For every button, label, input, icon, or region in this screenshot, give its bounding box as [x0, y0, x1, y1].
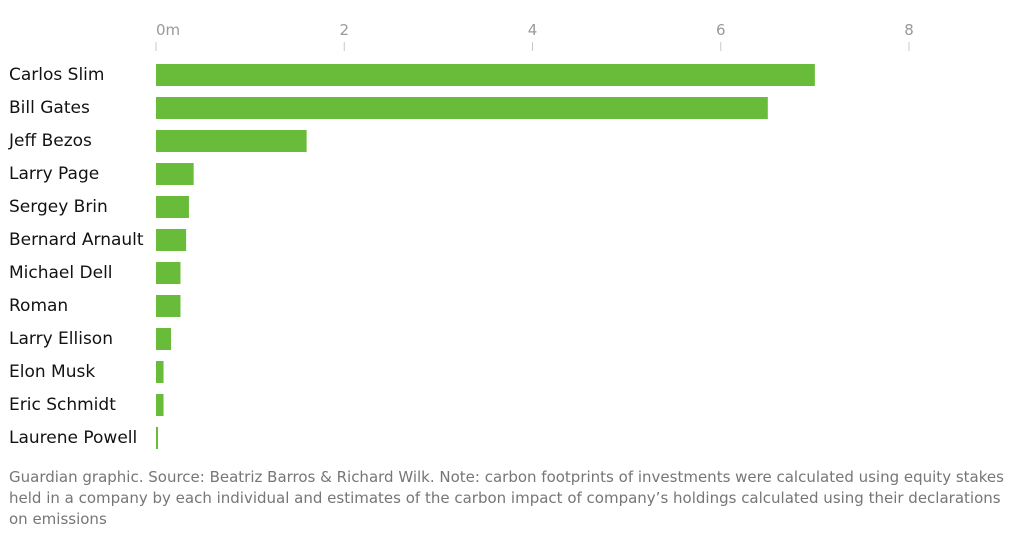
x-tick-label: 6	[716, 21, 726, 39]
category-label: Eric Schmidt	[9, 395, 116, 415]
category-label: Roman	[9, 296, 68, 316]
bar	[156, 262, 181, 284]
category-label: Larry Page	[9, 164, 99, 184]
bar	[156, 394, 164, 416]
bar-chart: 0m 2 4 6 8 Carlos Slim Bill Gates Jeff Bezos La…	[8, 21, 914, 449]
category-labels: Carlos Slim Bill Gates Jeff Bezos Larry Pag…	[8, 65, 144, 448]
bar	[156, 163, 194, 185]
category-label: Elon Musk	[9, 362, 95, 382]
category-label: Michael Dell	[9, 263, 113, 283]
bars-group	[156, 64, 815, 449]
category-label: Bill Gates	[9, 98, 90, 118]
source-footnote: Guardian graphic. Source: Beatriz Barros…	[9, 468, 1004, 528]
bar	[156, 427, 158, 449]
x-tick-label: 8	[904, 21, 914, 39]
category-label: Carlos Slim	[9, 65, 104, 85]
category-label: Sergey Brin	[9, 197, 108, 217]
bar	[156, 328, 172, 350]
x-tick-label: 4	[528, 21, 538, 39]
bar	[156, 196, 189, 218]
bar	[156, 229, 187, 251]
category-label: Laurene Powell	[9, 428, 137, 448]
x-tick-label: 2	[339, 21, 349, 39]
bar	[156, 97, 768, 119]
bar	[156, 295, 181, 317]
bar	[156, 130, 307, 152]
category-label: Larry Ellison	[9, 329, 113, 349]
bar	[156, 361, 164, 383]
category-label: Jeff Bezos	[8, 131, 92, 151]
category-label: Bernard Arnault	[9, 230, 144, 250]
bar	[156, 64, 815, 86]
x-tick-label: 0m	[156, 21, 180, 39]
x-axis: 0m 2 4 6 8	[155, 21, 914, 51]
